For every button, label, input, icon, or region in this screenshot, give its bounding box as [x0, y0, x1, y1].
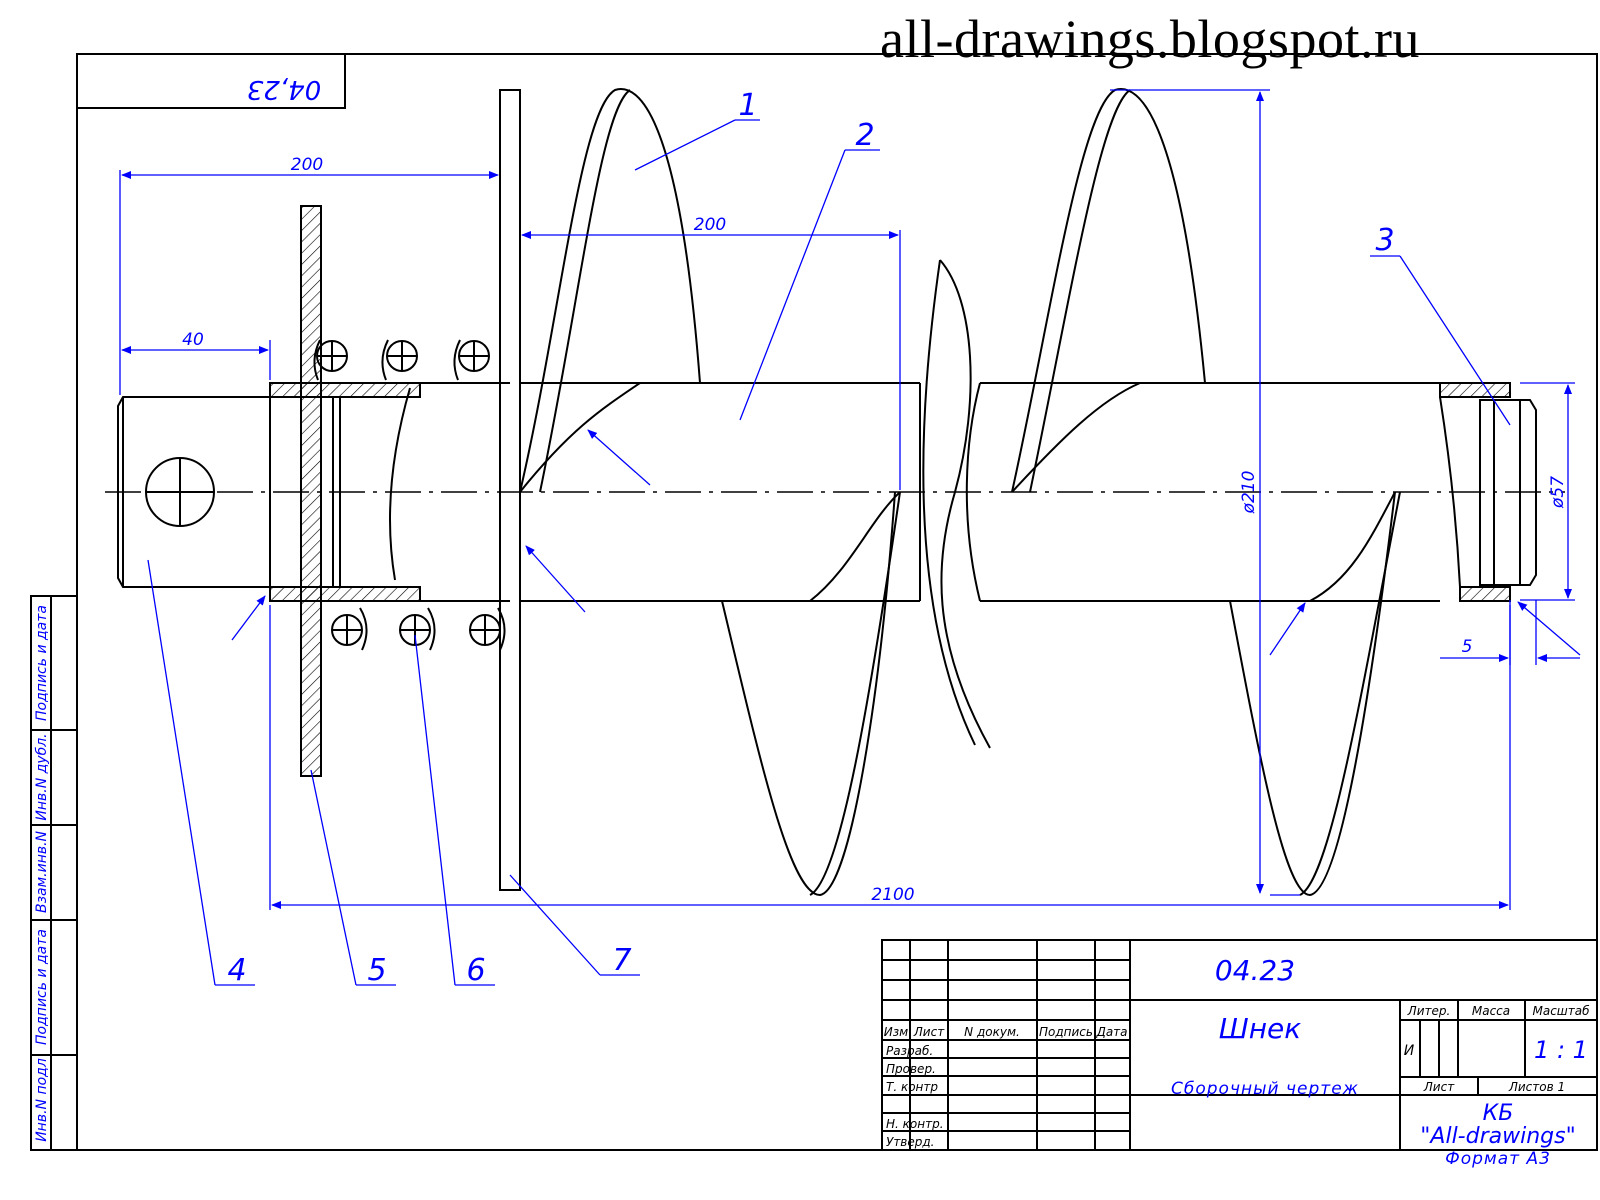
col-header-data: Дата: [1095, 1025, 1127, 1039]
row-utverd: Утверд.: [886, 1135, 935, 1149]
col-header-izm: Изм: [884, 1025, 908, 1039]
col-header-podpis: Подпись: [1039, 1025, 1093, 1039]
callout-7: 7: [612, 943, 631, 978]
dim-5: 5: [1462, 637, 1473, 657]
dimension-lines: [119, 89, 1581, 986]
dim-diameter-57: ø57: [1548, 476, 1568, 509]
callout-6: 6: [466, 953, 485, 988]
callout-2: 2: [855, 118, 874, 153]
sheets-label: Листов 1: [1508, 1080, 1565, 1094]
title-block: [881, 939, 1598, 1151]
org-line-1: КБ: [1483, 1101, 1514, 1126]
dim-diameter-210: ø210: [1239, 471, 1259, 515]
row-razrab: Разраб.: [886, 1044, 933, 1058]
dim-200-inner: 200: [694, 215, 726, 235]
part-geometry: [117, 88, 1537, 897]
org-line-2: "All-drawings": [1420, 1124, 1575, 1149]
side-label-inv-dubl: Инв.N дубл.: [34, 733, 50, 820]
sheet-label: Лист: [1423, 1080, 1455, 1094]
callout-4: 4: [227, 953, 246, 988]
callout-5: 5: [367, 953, 386, 988]
side-label-inv-podl: Инв.N подл: [34, 1058, 50, 1142]
row-t-kontr: Т. контр: [886, 1080, 938, 1094]
row-n-kontr: Н. контр.: [886, 1117, 944, 1131]
dim-40: 40: [182, 330, 204, 350]
callout-3: 3: [1375, 223, 1394, 258]
title-designation: 04.23: [1215, 954, 1295, 987]
mass-label: Масса: [1472, 1004, 1510, 1018]
side-label-sign-date-1: Подпись и дата: [34, 929, 50, 1045]
row-prover: Провер.: [886, 1062, 936, 1076]
col-header-ndokum: N докум.: [964, 1025, 1020, 1039]
title-doc-type: Сборочный чертеж: [1171, 1079, 1359, 1099]
liter-label: Литер.: [1407, 1004, 1451, 1018]
title-name: Шнек: [1219, 1012, 1301, 1045]
spring-coils: [313, 339, 506, 651]
side-label-vzam-inv: Взам.инв.N: [34, 830, 50, 913]
format-label: Формат А3: [1445, 1149, 1551, 1169]
scale-label: Масштаб: [1532, 1004, 1590, 1018]
corner-stamp-text: 04,23: [247, 74, 321, 104]
liter-value: И: [1404, 1043, 1415, 1059]
side-stamp: [30, 595, 78, 1151]
dim-2100: 2100: [871, 885, 914, 905]
watermark-text: all-drawings.blogspot.ru: [880, 9, 1420, 69]
side-label-sign-date-2: Подпись и дата: [34, 605, 50, 721]
callout-1: 1: [738, 88, 757, 123]
scale-value: 1 : 1: [1534, 1036, 1588, 1064]
col-header-list: Лист: [913, 1025, 945, 1039]
dim-200-top: 200: [291, 155, 323, 175]
corner-stamp-box: [76, 53, 346, 109]
